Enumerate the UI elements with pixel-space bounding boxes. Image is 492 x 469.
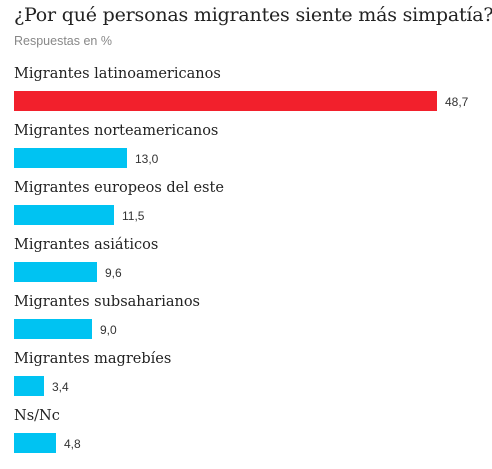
- bar: [14, 376, 44, 396]
- value-label: 9,6: [105, 266, 122, 280]
- category-label: Migrantes norteamericanos: [14, 123, 219, 139]
- value-label: 13,0: [135, 152, 159, 166]
- category-label: Migrantes subsaharianos: [14, 294, 200, 310]
- category-label: Migrantes magrebíes: [14, 351, 172, 367]
- chart-subtitle: Respuestas en %: [14, 34, 112, 48]
- category-label: Migrantes europeos del este: [14, 180, 224, 196]
- value-label: 3,4: [52, 380, 69, 394]
- bar: [14, 91, 437, 111]
- bar: [14, 433, 56, 453]
- bar: [14, 319, 92, 339]
- category-label: Migrantes asiáticos: [14, 237, 159, 253]
- value-label: 48,7: [445, 95, 469, 109]
- value-label: 9,0: [100, 323, 117, 337]
- bar: [14, 205, 114, 225]
- category-label: Migrantes latinoamericanos: [14, 66, 221, 82]
- value-label: 11,5: [122, 209, 145, 223]
- bar: [14, 262, 97, 282]
- bar: [14, 148, 127, 168]
- category-label: Ns/Nc: [14, 408, 60, 424]
- value-label: 4,8: [64, 437, 81, 451]
- chart-title: ¿Por qué personas migrantes siente más s…: [14, 4, 492, 26]
